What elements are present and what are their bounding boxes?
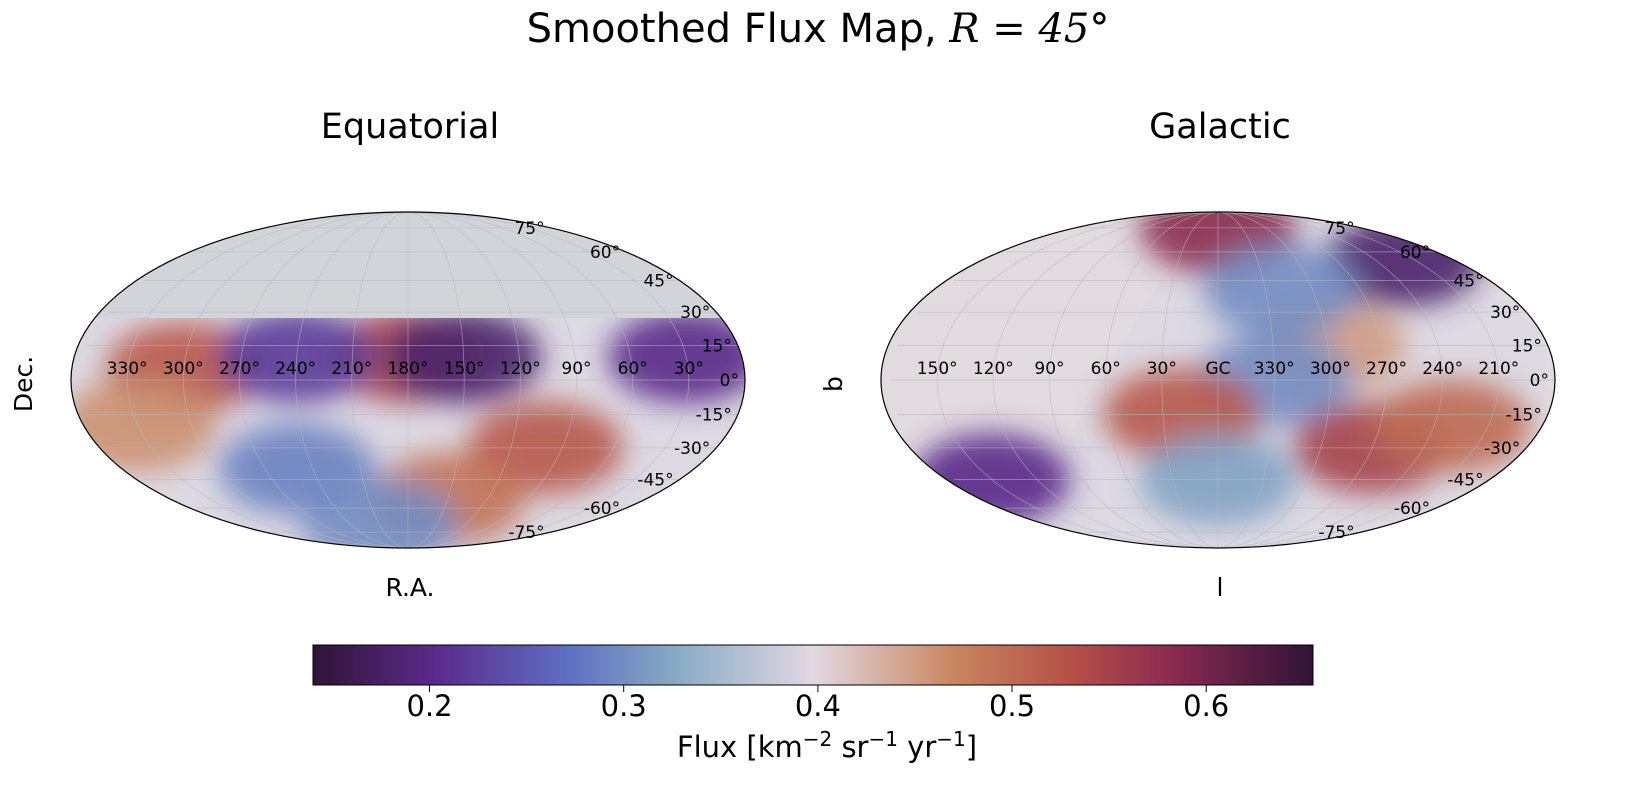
flux-region <box>1203 244 1360 337</box>
longitude-tick-label: 240° <box>1422 359 1463 379</box>
longitude-tick-label: 90° <box>561 359 591 379</box>
longitude-tick-label: 150° <box>444 359 485 379</box>
equatorial-xlabel: R.A. <box>385 573 434 602</box>
colorbar-tick-label: 0.5 <box>989 689 1035 723</box>
longitude-tick-label: 30° <box>1147 359 1177 379</box>
longitude-tick-label: 30° <box>674 359 704 379</box>
latitude-tick-label: 0° <box>720 371 739 391</box>
equatorial-boundary <box>70 211 746 549</box>
galactic-boundary <box>880 211 1556 549</box>
latitude-tick-label: -30° <box>674 439 710 459</box>
equatorial-panel: Equatorial 330° 300° 270° 240° 210° 180° 150° 1… <box>9 107 746 602</box>
longitude-tick-label: 300° <box>163 359 204 379</box>
longitude-gridline <box>407 212 690 548</box>
galactic-panel: Galactic 150° 120° 90° 60° 30° GC 330° 300° 270°… <box>819 107 1556 602</box>
longitude-tick-label: 270° <box>219 359 260 379</box>
colorbar: 0.2 0.3 0.4 0.5 0.6 Flux [km−2 sr−1 yr−1] <box>312 644 1314 764</box>
longitude-tick-label: 120° <box>500 359 541 379</box>
latitude-tick-label: 30° <box>680 303 710 323</box>
flux-region <box>1374 379 1531 472</box>
equatorial-title: Equatorial <box>321 107 499 147</box>
colorbar-tick-label: 0.4 <box>795 689 841 723</box>
longitude-gridline <box>1105 212 1219 548</box>
galactic-ylabel: b <box>819 376 848 392</box>
longitude-tick-label: 60° <box>618 359 648 379</box>
latitude-tick-label: -75° <box>508 523 544 543</box>
longitude-tick-label: 300° <box>1310 359 1351 379</box>
longitude-gridline <box>992 212 1219 548</box>
latitude-tick-label: 30° <box>1490 303 1520 323</box>
latitude-tick-label: -75° <box>1318 523 1354 543</box>
longitude-tick-label: 330° <box>107 359 148 379</box>
longitude-tick-label: 90° <box>1034 359 1064 379</box>
longitude-tick-label: 210° <box>331 359 372 379</box>
latitude-tick-label: 15° <box>702 337 732 357</box>
galactic-title: Galactic <box>1149 107 1291 147</box>
longitude-tick-label: 330° <box>1254 359 1295 379</box>
latitude-tick-label: 15° <box>1512 337 1542 357</box>
latitude-tick-label: 45° <box>643 272 673 292</box>
galactic-xlabel: l <box>1217 573 1224 602</box>
longitude-gridline <box>407 212 634 548</box>
longitude-tick-label: 180° <box>388 359 429 379</box>
longitude-gridline <box>407 212 465 548</box>
longitude-gridline <box>936 212 1219 548</box>
longitude-gridline <box>1217 212 1444 548</box>
longitude-tick-label: 210° <box>1478 359 1519 379</box>
latitude-tick-label: -30° <box>1484 439 1520 459</box>
longitude-tick-label: 270° <box>1366 359 1407 379</box>
latitude-tick-label: -45° <box>1447 471 1483 491</box>
latitude-tick-label: -60° <box>1394 499 1430 519</box>
longitude-gridline <box>126 212 409 548</box>
latitude-tick-label: -15° <box>1506 405 1542 425</box>
colorbar-tick-label: 0.2 <box>406 689 452 723</box>
latitude-tick-label: 0° <box>1530 371 1549 391</box>
colorbar-tick-label: 0.3 <box>601 689 647 723</box>
longitude-tick-label: 240° <box>275 359 316 379</box>
colorbar-tick-label: 0.6 <box>1183 689 1229 723</box>
longitude-gridline <box>1049 212 1219 548</box>
longitude-tick-label: 150° <box>917 359 958 379</box>
latitude-tick-label: 75° <box>514 219 544 239</box>
longitude-gridline <box>407 212 577 548</box>
longitude-gridline <box>1161 212 1219 548</box>
longitude-gridline <box>407 212 521 548</box>
longitude-gridline <box>1217 212 1331 548</box>
latitude-tick-label: 60° <box>1400 243 1430 263</box>
latitude-tick-label: -15° <box>696 405 732 425</box>
equatorial-grid <box>80 212 745 548</box>
longitude-gridline <box>239 212 409 548</box>
latitude-tick-label: 60° <box>590 243 620 263</box>
longitude-tick-label: 120° <box>973 359 1014 379</box>
latitude-tick-label: -45° <box>637 471 673 491</box>
colorbar-gradient <box>312 644 1314 686</box>
colorbar-label: Flux [km−2 sr−1 yr−1] <box>677 727 977 764</box>
longitude-gridline <box>1217 212 1387 548</box>
latitude-tick-label: -60° <box>584 499 620 519</box>
longitude-gridline <box>295 212 409 548</box>
longitude-gridline <box>1217 212 1500 548</box>
longitude-tick-label: GC <box>1205 359 1230 379</box>
longitude-gridline <box>182 212 409 548</box>
latitude-tick-label: 75° <box>1324 219 1354 239</box>
equatorial-ylabel: Dec. <box>9 356 38 412</box>
latitude-tick-label: 45° <box>1453 272 1483 292</box>
figure-title: Smoothed Flux Map, R = 45° <box>526 6 1110 52</box>
longitude-gridline <box>351 212 409 548</box>
longitude-tick-label: 60° <box>1091 359 1121 379</box>
longitude-gridline <box>1217 212 1275 548</box>
